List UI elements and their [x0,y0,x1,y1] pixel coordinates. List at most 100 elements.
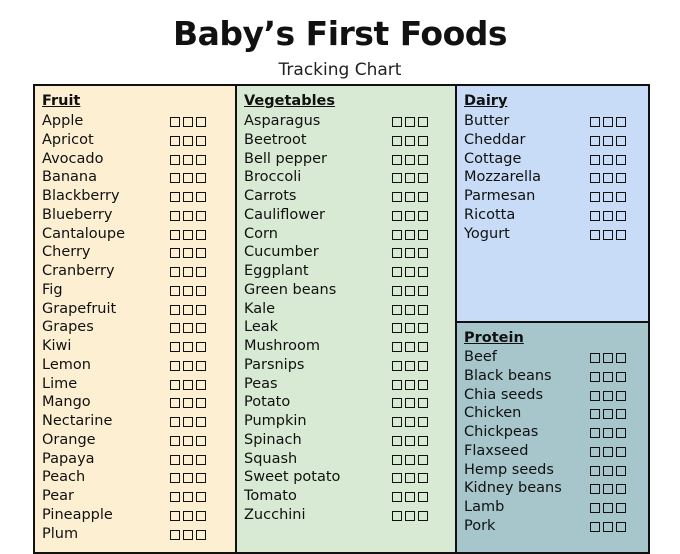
checkbox-icon[interactable] [170,117,180,127]
checkbox-icon[interactable] [196,398,206,409]
checkbox-icon[interactable] [392,154,402,165]
checkbox-icon[interactable] [418,173,428,184]
checkbox-icon[interactable] [196,154,206,165]
checkbox-icon[interactable] [196,529,206,540]
checkbox-icon[interactable] [392,342,402,352]
checkbox-icon[interactable] [616,465,626,476]
checkbox-icon[interactable] [616,446,626,457]
checkbox-icon[interactable] [405,135,415,146]
checkbox-icon[interactable] [392,473,402,484]
checkbox-icon[interactable] [392,379,402,390]
checkbox-icon[interactable] [392,285,402,296]
checkbox-icon[interactable] [418,342,428,352]
checkbox-icon[interactable] [170,435,180,446]
checkbox-icon[interactable] [405,379,415,390]
checkbox-icon[interactable] [183,379,193,390]
checkbox-icon[interactable] [183,510,193,521]
checkbox-icon[interactable] [616,229,626,240]
checkbox-icon[interactable] [590,173,600,184]
checkbox-icon[interactable] [603,210,613,221]
checkbox-icon[interactable] [616,428,626,438]
checkbox-icon[interactable] [616,154,626,165]
checkbox-icon[interactable] [183,210,193,221]
checkbox-icon[interactable] [392,173,402,184]
checkbox-icon[interactable] [196,492,206,502]
checkbox-icon[interactable] [590,465,600,476]
checkbox-icon[interactable] [183,267,193,277]
checkbox-icon[interactable] [418,435,428,446]
checkbox-icon[interactable] [603,465,613,476]
checkbox-icon[interactable] [170,323,180,334]
checkbox-icon[interactable] [590,192,600,202]
checkbox-icon[interactable] [590,210,600,221]
checkbox-icon[interactable] [418,154,428,165]
checkbox-icon[interactable] [418,417,428,427]
checkbox-icon[interactable] [603,446,613,457]
checkbox-icon[interactable] [603,484,613,495]
checkbox-icon[interactable] [603,135,613,146]
checkbox-icon[interactable] [183,454,193,465]
checkbox-icon[interactable] [405,154,415,165]
checkbox-icon[interactable] [405,285,415,296]
checkbox-icon[interactable] [616,135,626,146]
checkbox-icon[interactable] [616,503,626,513]
checkbox-icon[interactable] [183,192,193,202]
checkbox-icon[interactable] [196,379,206,390]
checkbox-icon[interactable] [183,154,193,165]
checkbox-icon[interactable] [405,360,415,371]
checkbox-icon[interactable] [170,417,180,427]
checkbox-icon[interactable] [196,285,206,296]
checkbox-icon[interactable] [196,135,206,146]
checkbox-icon[interactable] [405,117,415,127]
checkbox-icon[interactable] [170,492,180,502]
checkbox-icon[interactable] [590,135,600,146]
checkbox-icon[interactable] [405,417,415,427]
checkbox-icon[interactable] [405,342,415,352]
checkbox-icon[interactable] [405,248,415,259]
checkbox-icon[interactable] [392,360,402,371]
checkbox-icon[interactable] [418,398,428,409]
checkbox-icon[interactable] [590,229,600,240]
checkbox-icon[interactable] [616,210,626,221]
checkbox-icon[interactable] [392,510,402,521]
checkbox-icon[interactable] [183,135,193,146]
checkbox-icon[interactable] [170,229,180,240]
checkbox-icon[interactable] [196,323,206,334]
checkbox-icon[interactable] [603,229,613,240]
checkbox-icon[interactable] [603,409,613,420]
checkbox-icon[interactable] [616,409,626,420]
checkbox-icon[interactable] [590,409,600,420]
checkbox-icon[interactable] [616,353,626,363]
checkbox-icon[interactable] [418,492,428,502]
checkbox-icon[interactable] [616,117,626,127]
checkbox-icon[interactable] [392,210,402,221]
checkbox-icon[interactable] [170,473,180,484]
checkbox-icon[interactable] [418,192,428,202]
checkbox-icon[interactable] [196,192,206,202]
checkbox-icon[interactable] [590,521,600,532]
checkbox-icon[interactable] [392,417,402,427]
checkbox-icon[interactable] [405,435,415,446]
checkbox-icon[interactable] [418,285,428,296]
checkbox-icon[interactable] [196,454,206,465]
checkbox-icon[interactable] [183,117,193,127]
checkbox-icon[interactable] [196,417,206,427]
checkbox-icon[interactable] [183,285,193,296]
checkbox-icon[interactable] [183,417,193,427]
checkbox-icon[interactable] [170,285,180,296]
checkbox-icon[interactable] [405,229,415,240]
checkbox-icon[interactable] [196,473,206,484]
checkbox-icon[interactable] [392,229,402,240]
checkbox-icon[interactable] [590,446,600,457]
checkbox-icon[interactable] [183,398,193,409]
checkbox-icon[interactable] [170,398,180,409]
checkbox-icon[interactable] [603,154,613,165]
checkbox-icon[interactable] [405,210,415,221]
checkbox-icon[interactable] [196,304,206,315]
checkbox-icon[interactable] [590,484,600,495]
checkbox-icon[interactable] [603,371,613,382]
checkbox-icon[interactable] [183,304,193,315]
checkbox-icon[interactable] [418,379,428,390]
checkbox-icon[interactable] [170,154,180,165]
checkbox-icon[interactable] [590,390,600,401]
